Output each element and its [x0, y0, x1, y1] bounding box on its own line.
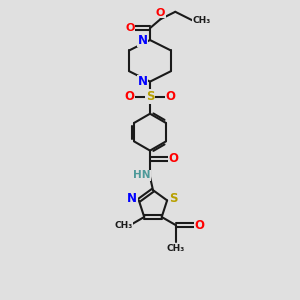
Text: N: N	[138, 34, 148, 46]
Text: CH₃: CH₃	[114, 221, 133, 230]
Text: O: O	[169, 152, 179, 165]
Text: S: S	[169, 192, 178, 206]
Text: N: N	[127, 192, 137, 206]
Text: CH₃: CH₃	[192, 16, 211, 25]
Text: CH₃: CH₃	[167, 244, 185, 253]
Text: O: O	[165, 90, 175, 103]
Text: O: O	[125, 90, 135, 103]
Text: N: N	[138, 75, 148, 88]
Text: O: O	[156, 8, 165, 18]
Text: HN: HN	[133, 170, 150, 180]
Text: O: O	[125, 23, 134, 33]
Text: O: O	[195, 219, 205, 232]
Text: S: S	[146, 90, 154, 103]
